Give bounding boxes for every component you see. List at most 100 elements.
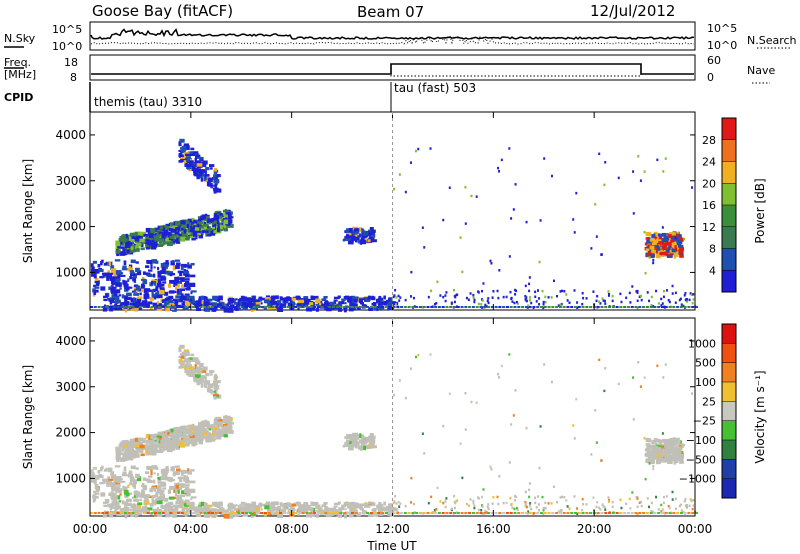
range-cell [185,359,191,363]
range-cell [576,512,579,516]
range-cell [670,236,674,240]
range-cell [155,493,159,497]
range-cell [161,505,166,510]
range-cell [94,286,100,289]
colorbar-tick-label: −500 [686,453,716,466]
near-range-cell [695,512,698,514]
near-range-cell [328,306,332,308]
range-cell [342,239,346,242]
range-cell [110,265,115,270]
range-cell [101,272,105,276]
range-cell [310,509,313,515]
range-cell [204,213,207,217]
range-cell [110,471,115,476]
range-cell [235,303,240,307]
range-cell [251,505,258,509]
range-cell [350,231,354,236]
range-cell [652,261,655,265]
range-cell [136,239,142,243]
range-cell [165,229,169,234]
range-cell [147,434,153,440]
range-cell [199,507,205,512]
near-range-cell [524,512,528,514]
near-range-cell [672,512,676,514]
range-cell [190,497,193,501]
range-cell [652,258,655,262]
range-cell [109,276,116,282]
range-cell [291,301,295,306]
range-cell [152,240,158,244]
range-cell [155,260,159,264]
range-cell [169,235,175,239]
range-cell [459,236,462,239]
range-cell [139,238,145,243]
range-cell [528,289,531,293]
range-cell [157,485,162,491]
range-cell [674,291,677,295]
range-cell [629,301,632,304]
range-cell [118,452,121,458]
range-cell [482,488,485,491]
range-cell [576,507,579,510]
range-cell [667,249,670,253]
near-range-cell [93,512,97,514]
range-cell [274,301,279,304]
near-range-cell [521,306,525,308]
range-cell [647,450,652,453]
near-range-cell [245,512,249,514]
range-cell [515,300,518,304]
range-cell [662,170,665,173]
range-cell [181,302,185,308]
range-cell [172,307,177,312]
range-cell [175,484,179,489]
range-cell [124,297,128,303]
range-cell [489,465,492,469]
range-cell [94,492,100,495]
range-cell [185,493,191,496]
range-cell [511,506,514,509]
near-range-cell [555,512,559,514]
range-cell [475,195,478,198]
range-cell [500,158,503,162]
range-cell [343,238,349,241]
range-cell [186,429,190,435]
near-range-cell [180,306,184,308]
range-cell [164,476,170,481]
range-cell [132,276,136,282]
range-cell [601,503,604,506]
range-cell [164,497,169,502]
range-cell [193,171,197,176]
range-cell [168,290,175,294]
range-cell [122,508,127,512]
range-cell [145,265,150,269]
range-cell [599,302,602,305]
range-cell [178,504,184,509]
range-cell [394,494,397,498]
range-cell [189,441,196,445]
range-cell [122,279,125,285]
range-cell [352,230,358,235]
range-cell [393,500,396,503]
range-cell [639,385,642,388]
near-range-cell [494,306,498,308]
range-cell [662,289,665,293]
range-cell [542,306,545,310]
range-cell [650,253,655,259]
range-cell [119,458,126,462]
range-cell [481,495,484,499]
x-tick-label: 08:00 [274,522,309,536]
range-cell [357,446,361,450]
near-range-cell [521,512,525,514]
near-range-cell [305,306,309,308]
range-cell [592,496,595,499]
range-cell [121,251,124,255]
range-cell [152,302,158,308]
near-range-cell [388,512,392,514]
range-cell [161,299,166,304]
range-cell [187,468,190,473]
range-cell [353,299,358,303]
range-cell [176,494,180,500]
range-cell [141,439,145,444]
range-cell [202,430,209,433]
near-range-cell [101,306,105,308]
